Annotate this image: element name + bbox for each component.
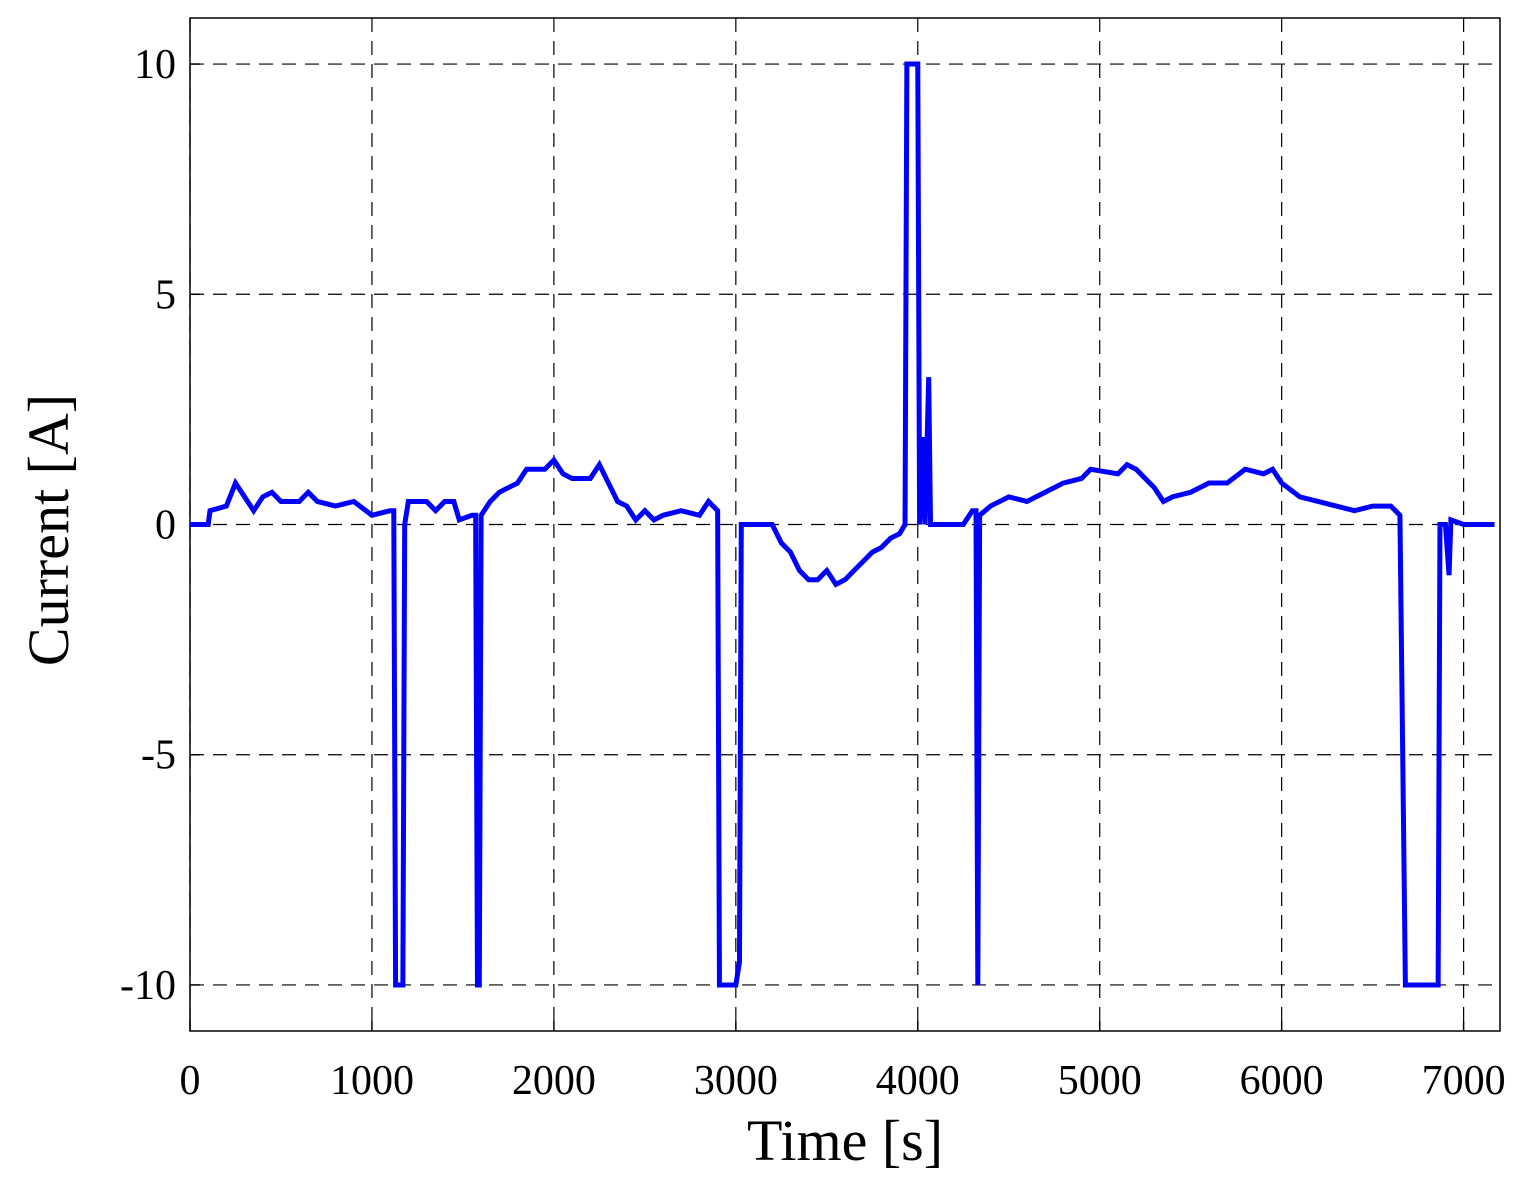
x-tick-label: 7000 (1422, 1058, 1506, 1104)
x-axis-label: Time [s] (747, 1108, 943, 1173)
data-line (190, 61, 1495, 988)
y-tick-label: 0 (155, 503, 176, 549)
x-tick-label: 4000 (876, 1058, 960, 1104)
x-tick-label: 0 (180, 1058, 201, 1104)
y-tick-label: 10 (134, 42, 176, 88)
y-tick-label: -10 (120, 963, 176, 1009)
y-tick-label: 5 (155, 272, 176, 318)
x-tick-label: 3000 (694, 1058, 778, 1104)
y-tick-label: -5 (141, 733, 176, 779)
x-tick-label: 5000 (1058, 1058, 1142, 1104)
x-tick-label: 2000 (512, 1058, 596, 1104)
x-tick-label: 6000 (1240, 1058, 1324, 1104)
y-axis-label: Current [A] (16, 394, 81, 666)
x-tick-label: 1000 (330, 1058, 414, 1104)
